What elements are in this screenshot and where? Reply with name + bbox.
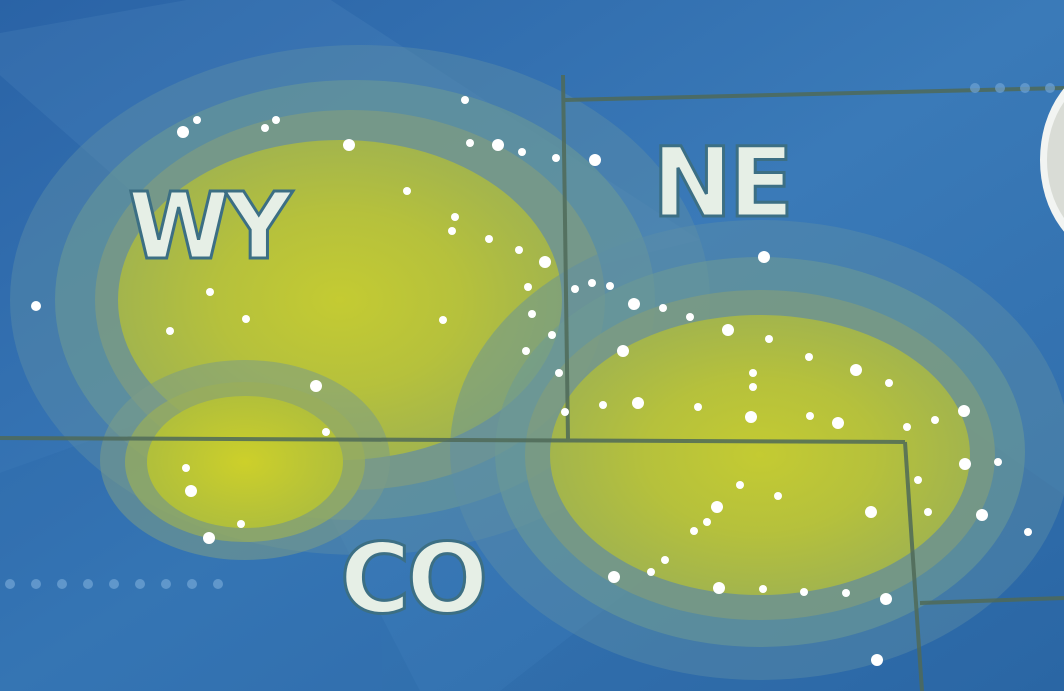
location-point [310,380,322,392]
location-point [403,187,411,195]
location-point [713,582,725,594]
border-ks-north [919,596,1064,605]
location-point [185,485,197,497]
location-point [865,506,877,518]
location-point [958,405,970,417]
location-point [931,416,939,424]
location-point [880,593,892,605]
location-point [759,585,767,593]
location-point [885,379,893,387]
location-point [914,476,922,484]
state-label-wy: WY [128,173,293,280]
location-point [690,527,698,535]
location-point [548,331,556,339]
location-point [588,279,596,287]
location-point [659,304,667,312]
location-point [528,310,536,318]
point-markers [31,96,1032,666]
location-point [272,116,280,124]
state-label-co: CO [340,523,484,635]
location-point [686,313,694,321]
location-point [31,301,41,311]
location-point [617,345,629,357]
location-point [524,283,532,291]
location-point [492,139,504,151]
location-point [806,412,814,420]
location-point [177,126,189,138]
location-point [703,518,711,526]
location-point [765,335,773,343]
location-point [555,369,563,377]
location-point [608,571,620,583]
location-point [606,282,614,290]
border-wy-ne [561,74,570,441]
location-point [448,227,456,235]
location-point [522,347,530,355]
location-point [485,235,493,243]
location-point [206,288,214,296]
location-point [182,464,190,472]
location-point [561,408,569,416]
density-core-sw [147,396,343,528]
density-core-east [550,315,970,595]
border-ne-north [564,86,1064,102]
location-point [694,403,702,411]
location-point [1024,528,1032,536]
location-point [994,458,1002,466]
location-point [237,520,245,528]
location-point [628,298,640,310]
location-point [842,589,850,597]
location-point [261,124,269,132]
density-halo-sw [100,360,390,560]
location-point [805,353,813,361]
location-point [903,423,911,431]
location-point [959,458,971,470]
location-point [800,588,808,596]
location-point [661,556,669,564]
location-point [749,383,757,391]
location-point [322,428,330,436]
state-label-ne: NE [652,127,790,239]
location-point [647,568,655,576]
location-point [461,96,469,104]
location-point [518,148,526,156]
location-point [749,369,757,377]
location-point [515,246,523,254]
location-point [924,508,932,516]
location-point [758,251,770,263]
location-point [242,315,250,323]
location-point [589,154,601,166]
location-point [571,285,579,293]
location-point [774,492,782,500]
location-point [850,364,862,376]
location-point [193,116,201,124]
state-borders [0,74,1064,691]
location-point [343,139,355,151]
photo-inset-edge [1040,88,1064,232]
location-point [166,327,174,335]
dotted-route-west [5,579,223,589]
location-point [736,481,744,489]
location-point [745,411,757,423]
location-point [599,401,607,409]
location-point [203,532,215,544]
location-point [832,417,844,429]
location-point [466,139,474,147]
density-halo-east [450,220,1064,680]
border-co-east [903,441,924,691]
location-point [439,316,447,324]
location-point [539,256,551,268]
location-point [711,501,723,513]
location-point [632,397,644,409]
location-point [871,654,883,666]
location-point [976,509,988,521]
dotted-route-northeast [970,83,1055,93]
location-point [552,154,560,162]
border-co-north [0,436,906,444]
location-point [451,213,459,221]
location-point [722,324,734,336]
